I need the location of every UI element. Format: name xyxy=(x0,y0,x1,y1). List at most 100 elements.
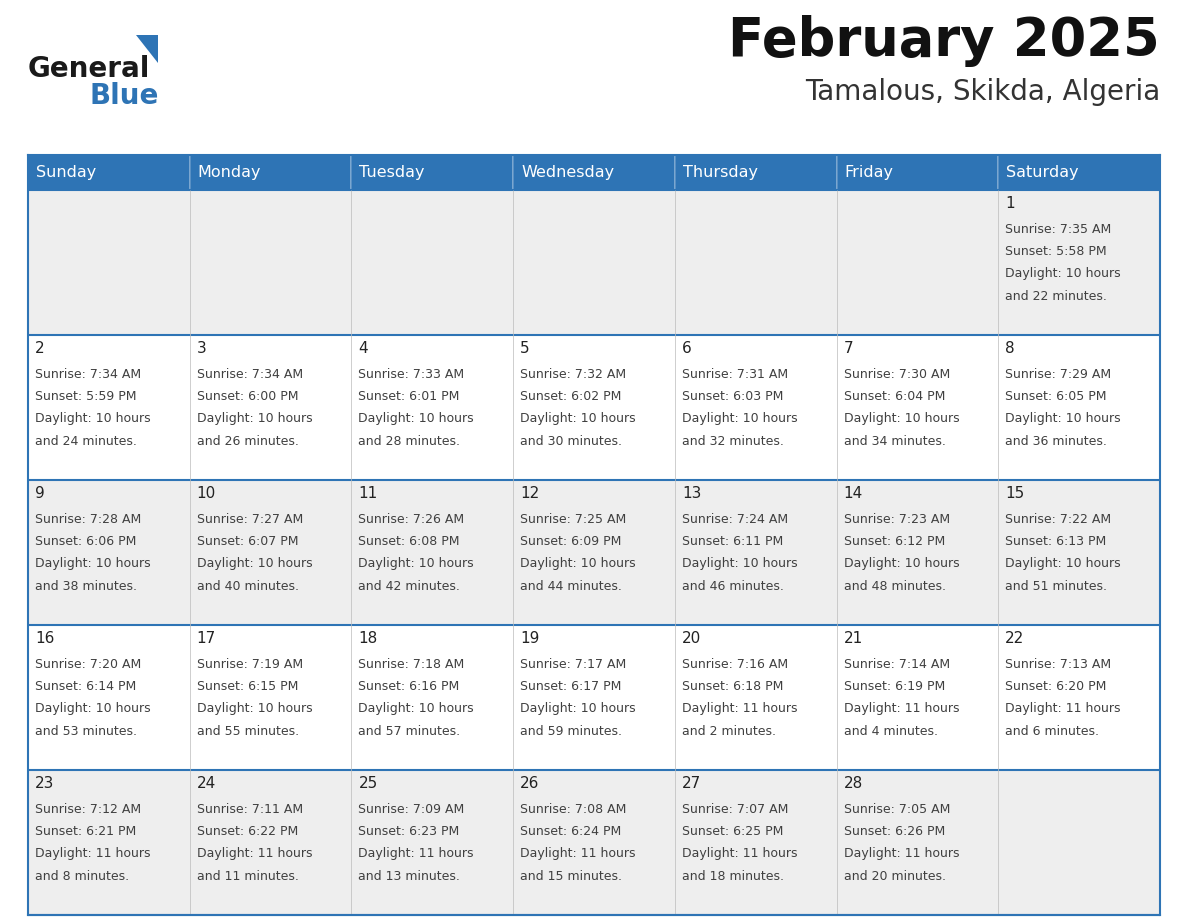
Text: and 24 minutes.: and 24 minutes. xyxy=(34,435,137,448)
Text: 3: 3 xyxy=(197,341,207,356)
Text: 9: 9 xyxy=(34,486,45,501)
Text: Sunrise: 7:34 AM: Sunrise: 7:34 AM xyxy=(197,368,303,381)
Text: and 15 minutes.: and 15 minutes. xyxy=(520,869,623,883)
Text: Saturday: Saturday xyxy=(1006,165,1079,180)
Text: Sunrise: 7:25 AM: Sunrise: 7:25 AM xyxy=(520,513,626,526)
Bar xyxy=(29,190,190,335)
Bar xyxy=(675,770,836,915)
Text: Sunset: 6:11 PM: Sunset: 6:11 PM xyxy=(682,535,783,548)
Text: 20: 20 xyxy=(682,631,701,646)
Text: Sunset: 6:04 PM: Sunset: 6:04 PM xyxy=(843,390,944,403)
Text: Daylight: 10 hours: Daylight: 10 hours xyxy=(520,557,636,570)
Text: Daylight: 10 hours: Daylight: 10 hours xyxy=(682,557,797,570)
Text: 18: 18 xyxy=(359,631,378,646)
Text: and 32 minutes.: and 32 minutes. xyxy=(682,435,784,448)
Bar xyxy=(513,480,675,625)
Text: 25: 25 xyxy=(359,776,378,791)
Text: Monday: Monday xyxy=(197,165,261,180)
Text: Sunset: 6:13 PM: Sunset: 6:13 PM xyxy=(1005,535,1106,548)
Text: 16: 16 xyxy=(34,631,55,646)
Bar xyxy=(675,335,836,480)
Text: Sunrise: 7:32 AM: Sunrise: 7:32 AM xyxy=(520,368,626,381)
Text: 24: 24 xyxy=(197,776,216,791)
Text: Sunset: 5:58 PM: Sunset: 5:58 PM xyxy=(1005,245,1107,258)
Text: General: General xyxy=(29,55,151,83)
Text: Sunrise: 7:05 AM: Sunrise: 7:05 AM xyxy=(843,802,950,816)
Text: and 20 minutes.: and 20 minutes. xyxy=(843,869,946,883)
Text: and 42 minutes.: and 42 minutes. xyxy=(359,579,460,593)
Text: and 8 minutes.: and 8 minutes. xyxy=(34,869,129,883)
Text: 26: 26 xyxy=(520,776,539,791)
Bar xyxy=(190,770,352,915)
Text: Daylight: 10 hours: Daylight: 10 hours xyxy=(34,557,151,570)
Text: Sunrise: 7:35 AM: Sunrise: 7:35 AM xyxy=(1005,223,1112,236)
Text: Sunset: 6:06 PM: Sunset: 6:06 PM xyxy=(34,535,137,548)
Text: 22: 22 xyxy=(1005,631,1024,646)
Text: 7: 7 xyxy=(843,341,853,356)
Text: 15: 15 xyxy=(1005,486,1024,501)
Text: Daylight: 11 hours: Daylight: 11 hours xyxy=(1005,702,1120,715)
Text: and 55 minutes.: and 55 minutes. xyxy=(197,724,299,738)
Text: Sunset: 5:59 PM: Sunset: 5:59 PM xyxy=(34,390,137,403)
Text: February 2025: February 2025 xyxy=(728,15,1159,67)
Text: and 28 minutes.: and 28 minutes. xyxy=(359,435,461,448)
Text: Sunrise: 7:09 AM: Sunrise: 7:09 AM xyxy=(359,802,465,816)
Text: 4: 4 xyxy=(359,341,368,356)
Text: and 40 minutes.: and 40 minutes. xyxy=(197,579,298,593)
Text: Sunrise: 7:12 AM: Sunrise: 7:12 AM xyxy=(34,802,141,816)
Bar xyxy=(998,190,1159,335)
Text: Sunrise: 7:29 AM: Sunrise: 7:29 AM xyxy=(1005,368,1112,381)
Text: 13: 13 xyxy=(682,486,701,501)
Text: Daylight: 11 hours: Daylight: 11 hours xyxy=(843,702,959,715)
Text: Sunrise: 7:24 AM: Sunrise: 7:24 AM xyxy=(682,513,788,526)
Text: Blue: Blue xyxy=(90,82,159,110)
Text: Sunrise: 7:31 AM: Sunrise: 7:31 AM xyxy=(682,368,788,381)
Bar xyxy=(836,625,998,770)
Text: Sunrise: 7:08 AM: Sunrise: 7:08 AM xyxy=(520,802,626,816)
Text: Sunday: Sunday xyxy=(36,165,96,180)
Text: Sunset: 6:21 PM: Sunset: 6:21 PM xyxy=(34,825,137,838)
Polygon shape xyxy=(135,35,158,63)
Text: Daylight: 11 hours: Daylight: 11 hours xyxy=(359,847,474,860)
Bar xyxy=(29,625,190,770)
Bar xyxy=(190,155,352,190)
Text: Sunset: 6:17 PM: Sunset: 6:17 PM xyxy=(520,680,621,693)
Text: Daylight: 10 hours: Daylight: 10 hours xyxy=(359,412,474,425)
Text: Sunrise: 7:14 AM: Sunrise: 7:14 AM xyxy=(843,658,949,671)
Text: Daylight: 11 hours: Daylight: 11 hours xyxy=(197,847,312,860)
Text: and 46 minutes.: and 46 minutes. xyxy=(682,579,784,593)
Text: and 38 minutes.: and 38 minutes. xyxy=(34,579,137,593)
Text: Sunset: 6:02 PM: Sunset: 6:02 PM xyxy=(520,390,621,403)
Text: Sunrise: 7:17 AM: Sunrise: 7:17 AM xyxy=(520,658,626,671)
Bar xyxy=(998,155,1159,190)
Text: Sunrise: 7:20 AM: Sunrise: 7:20 AM xyxy=(34,658,141,671)
Text: Daylight: 10 hours: Daylight: 10 hours xyxy=(682,412,797,425)
Text: Sunset: 6:12 PM: Sunset: 6:12 PM xyxy=(843,535,944,548)
Text: Sunset: 6:20 PM: Sunset: 6:20 PM xyxy=(1005,680,1107,693)
Text: Sunset: 6:03 PM: Sunset: 6:03 PM xyxy=(682,390,783,403)
Text: Sunset: 6:25 PM: Sunset: 6:25 PM xyxy=(682,825,783,838)
Text: Sunset: 6:09 PM: Sunset: 6:09 PM xyxy=(520,535,621,548)
Bar xyxy=(29,155,190,190)
Bar xyxy=(836,155,998,190)
Bar xyxy=(513,155,675,190)
Bar xyxy=(352,335,513,480)
Text: Daylight: 11 hours: Daylight: 11 hours xyxy=(34,847,151,860)
Bar xyxy=(190,480,352,625)
Text: and 4 minutes.: and 4 minutes. xyxy=(843,724,937,738)
Text: Daylight: 11 hours: Daylight: 11 hours xyxy=(843,847,959,860)
Text: Sunset: 6:16 PM: Sunset: 6:16 PM xyxy=(359,680,460,693)
Text: Sunset: 6:18 PM: Sunset: 6:18 PM xyxy=(682,680,783,693)
Text: Sunrise: 7:07 AM: Sunrise: 7:07 AM xyxy=(682,802,788,816)
Text: Sunset: 6:15 PM: Sunset: 6:15 PM xyxy=(197,680,298,693)
Text: and 11 minutes.: and 11 minutes. xyxy=(197,869,298,883)
Bar xyxy=(513,770,675,915)
Text: Sunrise: 7:19 AM: Sunrise: 7:19 AM xyxy=(197,658,303,671)
Text: Daylight: 10 hours: Daylight: 10 hours xyxy=(520,702,636,715)
Text: Daylight: 10 hours: Daylight: 10 hours xyxy=(843,557,959,570)
Text: Daylight: 10 hours: Daylight: 10 hours xyxy=(359,702,474,715)
Text: 14: 14 xyxy=(843,486,862,501)
Text: 27: 27 xyxy=(682,776,701,791)
Bar xyxy=(29,480,190,625)
Text: Sunset: 6:24 PM: Sunset: 6:24 PM xyxy=(520,825,621,838)
